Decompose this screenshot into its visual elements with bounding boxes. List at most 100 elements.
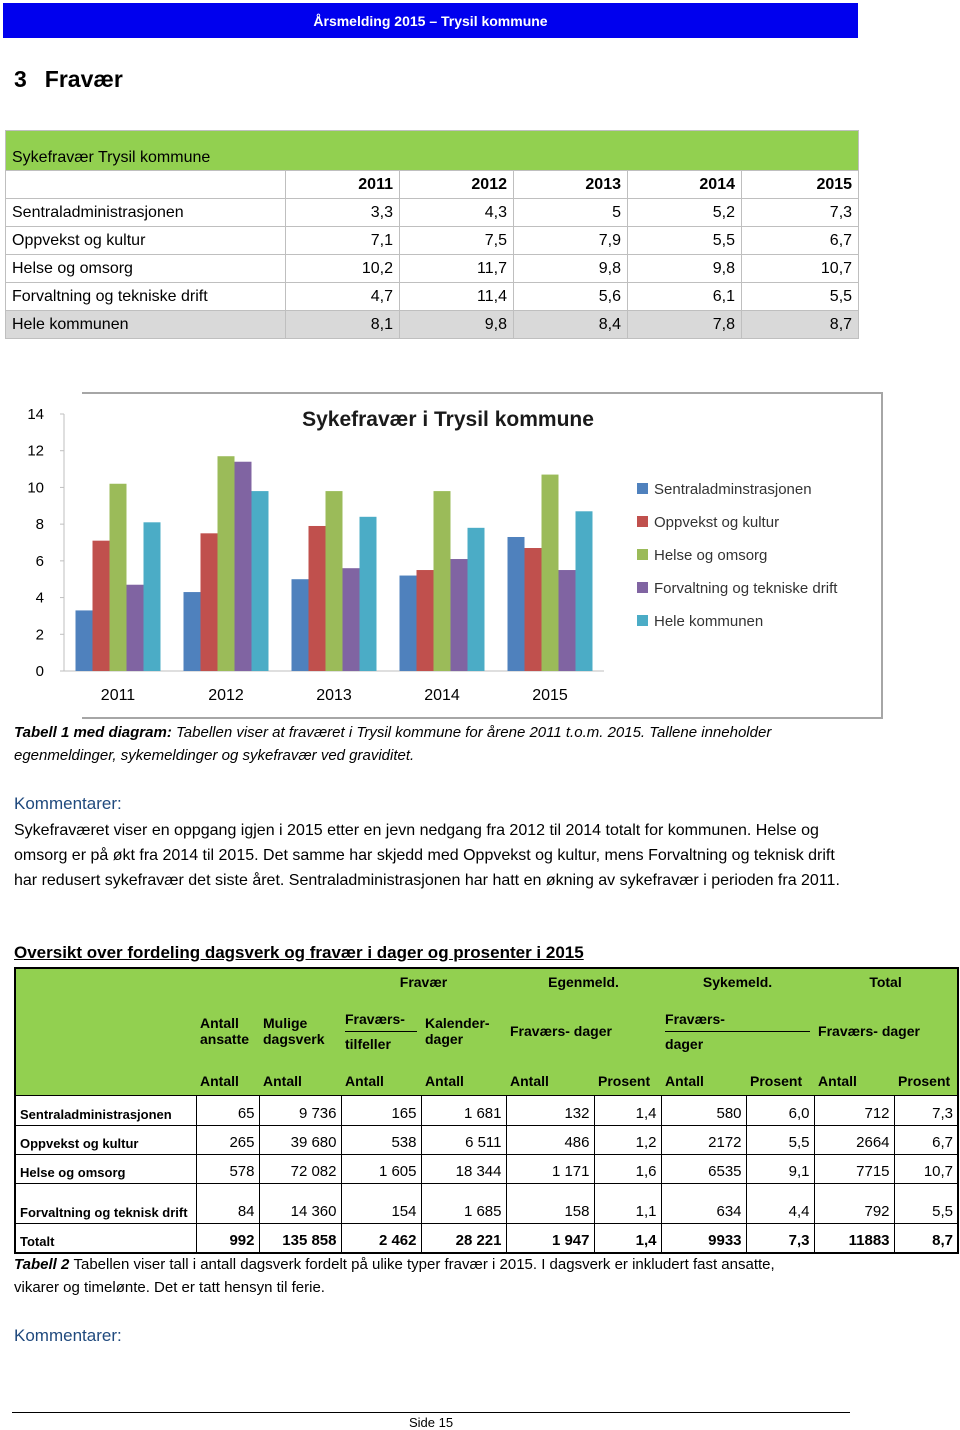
unit-header: Antall <box>421 1068 506 1095</box>
bar <box>541 474 559 671</box>
table-title: Oversikt over fordeling dagsverk og frav… <box>14 943 584 962</box>
unit-header: Prosent <box>894 1068 959 1095</box>
group-header: Egenmeld. <box>506 968 662 994</box>
cell: 1 685 <box>420 1182 507 1224</box>
table-row: Sentraladministrasjonen 3,3 4,3 5 5,2 7,3 <box>5 198 860 227</box>
row-label: Forvaltning og tekniske drift <box>5 282 286 311</box>
cell <box>15 1068 196 1095</box>
bar <box>325 491 343 671</box>
bar <box>200 533 218 671</box>
y-tick-label: 14 <box>27 406 44 423</box>
cell: 135 858 <box>258 1222 342 1254</box>
comments-label: Kommentarer: <box>14 794 122 813</box>
cell: 11,7 <box>399 254 514 283</box>
y-tick-label: 8 <box>36 516 44 533</box>
unit-header: Antall <box>341 1068 421 1095</box>
cell <box>15 968 341 994</box>
cell: 11883 <box>813 1222 895 1254</box>
unit-header: Antall <box>814 1068 895 1095</box>
bar <box>342 568 360 671</box>
column-header: 2014 <box>627 170 742 199</box>
chart: Sykefravær i Trysil kommune 0 2 4 6 8 10 12 14 2… <box>27 392 883 719</box>
chart-title: Sykefravær i Trysil kommune <box>302 408 594 431</box>
comments-label: Kommentarer: <box>14 1326 122 1345</box>
header-line: Mulige dagsverk <box>263 1015 325 1047</box>
cell: 1,6 <box>593 1153 662 1184</box>
bar <box>109 483 127 671</box>
absence-table: Sykefravær Trysil kommune 2011 2012 2013 201… <box>4 130 860 339</box>
cell: 5,5 <box>745 1124 815 1155</box>
row-label: Helse og omsorg <box>14 1153 197 1184</box>
cell: 7,3 <box>893 1094 959 1126</box>
cell: 14 360 <box>258 1182 342 1224</box>
cell: 9 736 <box>258 1094 342 1126</box>
cell: 1,2 <box>593 1124 662 1155</box>
cell: 8,4 <box>513 310 628 339</box>
header-line: tilfeller <box>345 1035 391 1052</box>
y-tick-label: 0 <box>36 663 44 680</box>
cell: 5,6 <box>513 282 628 311</box>
header-line: Kalender- dager <box>425 1015 490 1047</box>
cell: 7,1 <box>285 226 400 255</box>
legend-label: Forvaltning og tekniske drift <box>654 580 838 597</box>
x-tick-label: 2012 <box>208 687 244 704</box>
cell: 5,5 <box>740 282 860 311</box>
bar <box>183 592 201 671</box>
page-number: Side 15 <box>409 1415 454 1430</box>
header-line: Fraværs- <box>665 1011 811 1032</box>
bar <box>92 540 110 671</box>
group-row: Fravær Egenmeld. Sykemeld. Total <box>15 968 959 994</box>
bar <box>450 559 468 671</box>
row-label: Sentraladministrasjonen <box>14 1094 197 1126</box>
cell: 712 <box>813 1094 895 1126</box>
cell: 5 <box>513 198 628 227</box>
legend-label: Sentraladminstrasjonen <box>654 481 812 498</box>
bar <box>217 456 235 671</box>
cell: 165 <box>340 1094 422 1126</box>
header-line: dager <box>665 1035 704 1052</box>
table-row: Totalt 992 135 858 2 462 28 221 1 947 1,4 9933 7… <box>14 1222 959 1254</box>
cell: 9933 <box>660 1222 747 1254</box>
cell: 39 680 <box>258 1124 342 1155</box>
table-row: Helse og omsorg 10,2 11,7 9,8 9,8 10,7 <box>5 254 860 283</box>
cell: 5,5 <box>893 1182 959 1224</box>
column-header: 2015 <box>740 170 860 199</box>
bar <box>251 491 269 671</box>
cell: 7,3 <box>745 1222 815 1254</box>
y-tick-label: 4 <box>36 590 44 607</box>
section-heading: 3 Fravær <box>14 66 123 93</box>
column-header: Kalender- dager <box>421 994 506 1068</box>
bar <box>433 491 451 671</box>
cell: 9,8 <box>627 254 742 283</box>
caption-text: Tabellen viser at fraværet i Trysil komm… <box>14 724 772 764</box>
bar <box>558 570 576 671</box>
header-line: Fraværs- dager <box>510 1023 612 1039</box>
table-row: Oppvekst og kultur 265 39 680 538 6 511 486 1,… <box>14 1124 959 1155</box>
cell: 7,5 <box>399 226 514 255</box>
unit-row: Antall Antall Antall Antall Antall Prosent Ant… <box>15 1068 959 1095</box>
row-label: Oppvekst og kultur <box>14 1124 197 1155</box>
table-row: Hele kommunen 8,1 9,8 8,4 7,8 8,7 <box>5 310 860 339</box>
bar <box>291 579 309 671</box>
cell: 1 171 <box>505 1153 595 1184</box>
group-header: Sykemeld. <box>661 968 815 994</box>
unit-header: Prosent <box>594 1068 662 1095</box>
header-line: Antall ansatte <box>200 1015 250 1047</box>
group-header: Fravær <box>341 968 506 994</box>
column-header: Antall ansatte <box>196 994 259 1068</box>
table-row: Forvaltning og tekniske drift 4,7 11,4 5,6 6… <box>5 282 860 311</box>
cell: 9,1 <box>745 1153 815 1184</box>
section-number: 3 <box>14 66 27 92</box>
title-row: Sykefravær Trysil kommune <box>4 130 860 171</box>
column-header: Fraværs-dager <box>661 994 815 1068</box>
cell: 634 <box>660 1182 747 1224</box>
caption: Tabell 1 med diagram: Tabellen viser at … <box>14 721 814 767</box>
row-label: Helse og omsorg <box>5 254 286 283</box>
unit-header: Antall <box>259 1068 341 1095</box>
unit-header: Antall <box>661 1068 747 1095</box>
cell: 2 462 <box>340 1222 422 1254</box>
cell: 6,7 <box>740 226 860 255</box>
cell: 6,0 <box>745 1094 815 1126</box>
cell: 7,8 <box>627 310 742 339</box>
